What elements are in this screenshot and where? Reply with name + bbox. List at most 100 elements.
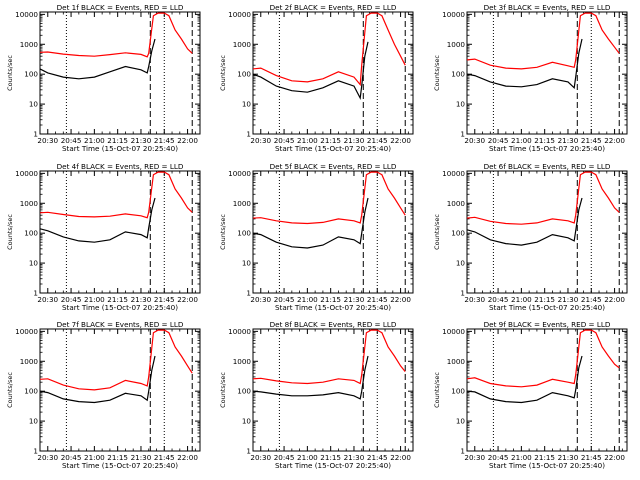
plot-frame	[466, 328, 628, 452]
lld-series-line	[467, 171, 620, 225]
y-tick-label: 10000	[442, 169, 465, 178]
panel-title: Det 4f BLACK = Events, RED = LLD	[57, 162, 184, 171]
panel-title: Det 6f BLACK = Events, RED = LLD	[484, 162, 611, 171]
x-tick-label: 20:45	[274, 136, 295, 145]
x-tick-label: 22:00	[604, 453, 625, 462]
y-tick-label: 10000	[228, 10, 251, 19]
x-tick-label: 20:45	[274, 295, 295, 304]
y-tick-label: 1000	[233, 40, 252, 49]
x-tick-label: 21:45	[154, 136, 175, 145]
x-axis-label: Start Time (15-Oct-07 20:25:40)	[62, 144, 178, 153]
x-axis-label: Start Time (15-Oct-07 20:25:40)	[275, 303, 391, 312]
x-tick-label: 21:45	[581, 295, 602, 304]
x-tick-label: 21:45	[154, 453, 175, 462]
y-axis-label: Counts/sec	[433, 214, 441, 250]
y-tick-label: 1	[33, 289, 38, 298]
plot-frame	[252, 11, 414, 135]
y-tick-label: 1	[246, 130, 251, 139]
y-tick-label: 10000	[442, 327, 465, 336]
panel-5: Det 5f BLACK = Events, RED = LLD 1 10 100 10…	[219, 162, 414, 312]
y-axis-label: Counts/sec	[219, 55, 227, 91]
panel-title: Det 2f BLACK = Events, RED = LLD	[270, 3, 397, 12]
x-tick-label: 21:15	[107, 453, 128, 462]
x-tick-label: 21:00	[511, 453, 532, 462]
x-tick-label: 21:00	[297, 453, 318, 462]
x-tick-label: 21:15	[320, 295, 341, 304]
lld-series-line	[40, 329, 193, 391]
x-tick-label: 21:00	[297, 295, 318, 304]
x-axis-label: Start Time (15-Oct-07 20:25:40)	[62, 461, 178, 470]
panel-9: Det 9f BLACK = Events, RED = LLD 1 10 100 10…	[433, 320, 628, 470]
x-tick-label: 22:00	[177, 453, 198, 462]
x-tick-label: 21:30	[558, 453, 579, 462]
x-tick-label: 21:45	[154, 295, 175, 304]
panel-8: Det 8f BLACK = Events, RED = LLD 1 10 100 10…	[219, 320, 414, 470]
y-tick-label: 10	[29, 417, 39, 426]
x-tick-label: 22:00	[604, 136, 625, 145]
y-tick-label: 100	[24, 387, 38, 396]
events-series-line	[467, 197, 583, 246]
y-tick-label: 1000	[447, 357, 466, 366]
y-tick-label: 10000	[15, 10, 38, 19]
y-tick-label: 1000	[20, 40, 39, 49]
x-tick-label: 20:30	[464, 453, 485, 462]
x-tick-label: 21:45	[581, 453, 602, 462]
x-tick-label: 21:15	[534, 136, 555, 145]
x-tick-label: 21:00	[297, 136, 318, 145]
x-tick-label: 21:00	[84, 136, 105, 145]
x-tick-label: 22:00	[390, 453, 411, 462]
y-axis-label: Counts/sec	[219, 214, 227, 250]
lld-series-line	[253, 12, 406, 87]
x-tick-label: 21:30	[131, 453, 152, 462]
x-tick-label: 20:30	[250, 295, 271, 304]
x-tick-label: 21:30	[131, 136, 152, 145]
x-tick-label: 21:00	[511, 295, 532, 304]
y-tick-label: 100	[451, 387, 465, 396]
plot-frame	[39, 328, 201, 452]
plot-frame	[466, 11, 628, 135]
x-axis-label: Start Time (15-Oct-07 20:25:40)	[489, 303, 605, 312]
events-series-line	[467, 38, 583, 90]
panel-1: Det 1f BLACK = Events, RED = LLD 1 10 100 10…	[6, 3, 201, 153]
y-axis-label: Counts/sec	[219, 372, 227, 408]
x-tick-label: 21:30	[558, 136, 579, 145]
y-axis-label: Counts/sec	[6, 55, 14, 91]
x-tick-label: 20:30	[37, 453, 58, 462]
panel-title: Det 3f BLACK = Events, RED = LLD	[484, 3, 611, 12]
x-tick-label: 21:00	[84, 453, 105, 462]
x-tick-label: 20:45	[488, 136, 509, 145]
panel-4: Det 4f BLACK = Events, RED = LLD 1 10 100 10…	[6, 162, 201, 312]
y-axis-label: Counts/sec	[433, 55, 441, 91]
y-tick-label: 1000	[233, 199, 252, 208]
x-tick-label: 21:15	[320, 453, 341, 462]
y-tick-label: 1000	[20, 357, 39, 366]
x-tick-label: 21:15	[320, 136, 341, 145]
x-tick-label: 22:00	[604, 295, 625, 304]
lld-series-line	[40, 12, 193, 58]
x-tick-label: 20:30	[250, 453, 271, 462]
events-series-line	[40, 38, 156, 80]
x-axis-label: Start Time (15-Oct-07 20:25:40)	[62, 303, 178, 312]
x-tick-label: 22:00	[390, 136, 411, 145]
events-series-line	[253, 41, 369, 100]
x-axis-label: Start Time (15-Oct-07 20:25:40)	[489, 461, 605, 470]
y-tick-label: 10	[242, 100, 252, 109]
x-tick-label: 21:15	[534, 453, 555, 462]
x-tick-label: 20:30	[37, 136, 58, 145]
y-tick-label: 100	[451, 229, 465, 238]
events-series-line	[467, 355, 583, 404]
x-tick-label: 21:15	[534, 295, 555, 304]
lld-series-line	[40, 171, 193, 219]
panel-title: Det 9f BLACK = Events, RED = LLD	[484, 320, 611, 329]
x-tick-label: 21:45	[581, 136, 602, 145]
x-tick-label: 20:45	[274, 453, 295, 462]
panel-2: Det 2f BLACK = Events, RED = LLD 1 10 100 10…	[219, 3, 414, 153]
x-tick-label: 20:45	[488, 453, 509, 462]
y-tick-label: 10000	[15, 169, 38, 178]
x-tick-label: 20:45	[61, 295, 82, 304]
x-axis-label: Start Time (15-Oct-07 20:25:40)	[275, 144, 391, 153]
lld-series-line	[467, 329, 620, 388]
panel-6: Det 6f BLACK = Events, RED = LLD 1 10 100 10…	[433, 162, 628, 312]
x-tick-label: 21:45	[367, 453, 388, 462]
